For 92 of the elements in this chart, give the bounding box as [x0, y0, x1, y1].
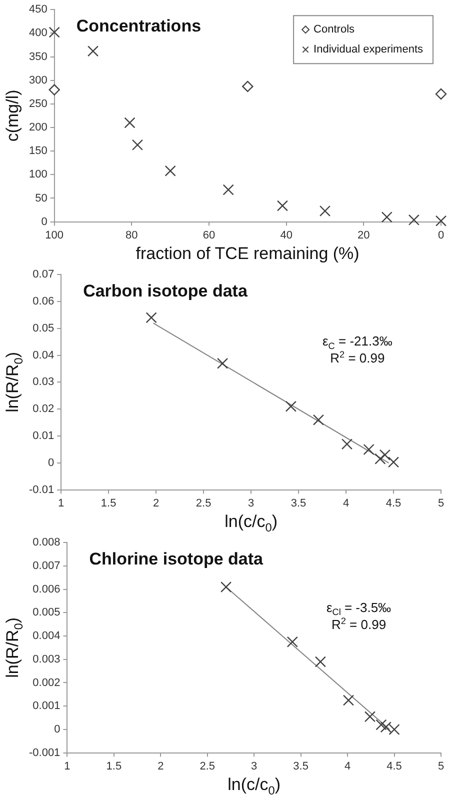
y-tick-label: 0.005 [32, 606, 60, 619]
point [374, 453, 386, 464]
y-tick-label: 300 [28, 74, 48, 86]
x-tick-label: 60 [202, 229, 216, 242]
chart-title: Chlorine isotope data [89, 550, 264, 569]
y-tick-label: 200 [28, 122, 48, 134]
point [319, 205, 331, 217]
point [220, 581, 232, 593]
x-tick-label: 4.5 [386, 760, 402, 772]
point [380, 722, 392, 733]
x-tick-label: 4 [344, 760, 351, 772]
y-axis-title: ln(R/R0) [3, 352, 26, 412]
x-tick-label: 2 [152, 497, 160, 510]
x-tick-label: 1.5 [100, 497, 116, 510]
chart-title: Carbon isotope data [83, 282, 248, 301]
y-tick-label: 0.003 [32, 653, 60, 666]
x-axis-title: fraction of TCE remaining (%) [136, 244, 360, 263]
y-tick-label: 0.01 [32, 430, 54, 442]
point [312, 414, 324, 426]
y-tick-label: 100 [28, 168, 48, 181]
y-tick-label: 0.05 [32, 322, 54, 334]
y-tick-label: 150 [28, 145, 48, 158]
y-tick-label: 0.03 [32, 376, 54, 388]
x-tick-label: 2 [158, 760, 164, 772]
x-tick-label: 3 [248, 497, 254, 510]
point [341, 438, 353, 450]
y-axis-title: ln(R/R0) [3, 617, 26, 678]
y-tick-label: 400 [28, 27, 48, 40]
x-tick-label: 2.5 [200, 760, 216, 772]
point [435, 215, 447, 226]
x-tick-label: 1 [58, 497, 64, 510]
x-tick-label: 3.5 [293, 760, 308, 772]
point [314, 656, 326, 668]
x-tick-label: 40 [280, 229, 292, 242]
y-tick-label: 250 [28, 98, 48, 110]
point [435, 88, 447, 100]
point [364, 711, 376, 722]
point [388, 724, 400, 735]
y-tick-label: 0.004 [32, 630, 60, 642]
y-tick-label: 0.06 [32, 296, 54, 308]
x-tick-label: 2.5 [196, 497, 212, 510]
point [48, 84, 60, 96]
point [276, 200, 288, 212]
point [379, 449, 391, 460]
x-tick-label: 5 [438, 497, 444, 510]
chart-title: Concentrations [76, 16, 202, 36]
point [388, 456, 400, 468]
legend-label: Controls [314, 24, 356, 36]
point [132, 139, 144, 150]
x-tick-label: 4 [342, 497, 350, 510]
point [242, 80, 254, 92]
x-tick-label: 20 [358, 229, 370, 242]
point [285, 400, 296, 412]
point [222, 184, 234, 196]
point [381, 212, 392, 223]
y-tick-label: 0.002 [32, 676, 60, 689]
y-tick-label: 0.07 [32, 268, 54, 281]
y-tick-label: 0.007 [32, 560, 60, 572]
point [286, 636, 298, 648]
legend-label: Individual experiments [314, 44, 424, 56]
point [48, 26, 60, 38]
y-tick-label: 0 [41, 216, 48, 228]
point [363, 444, 374, 455]
x-tick-label: 1.5 [106, 760, 122, 772]
y-tick-label: 350 [28, 50, 48, 63]
y-tick-label: 0.008 [32, 536, 60, 549]
x-tick-label: 0 [438, 229, 444, 242]
point [146, 312, 157, 324]
point [124, 117, 136, 128]
y-tick-label: 0.006 [32, 583, 60, 596]
x-tick-label: 1 [64, 760, 70, 772]
point [408, 214, 420, 226]
y-tick-label: 0.001 [32, 700, 60, 712]
x-tick-label: 80 [126, 229, 138, 242]
point [164, 165, 176, 176]
x-tick-label: 4.5 [386, 497, 402, 510]
x-tick-label: 5 [438, 760, 444, 772]
y-tick-label: 450 [28, 4, 48, 16]
y-tick-label: -0.001 [28, 746, 60, 759]
point [376, 719, 387, 730]
y-axis-title: c(mg/l) [3, 90, 22, 142]
y-tick-label: 0.02 [32, 403, 54, 416]
y-tick-label: 50 [35, 192, 48, 204]
y-tick-label: 0.04 [32, 349, 54, 362]
y-tick-label: 0 [54, 723, 60, 736]
point [87, 46, 99, 57]
y-tick-label: 0 [48, 456, 54, 469]
point [216, 358, 228, 369]
point [342, 694, 354, 706]
x-tick-label: 3.5 [290, 497, 306, 510]
x-tick-label: 3 [251, 760, 258, 772]
y-tick-label: -0.01 [28, 484, 54, 496]
